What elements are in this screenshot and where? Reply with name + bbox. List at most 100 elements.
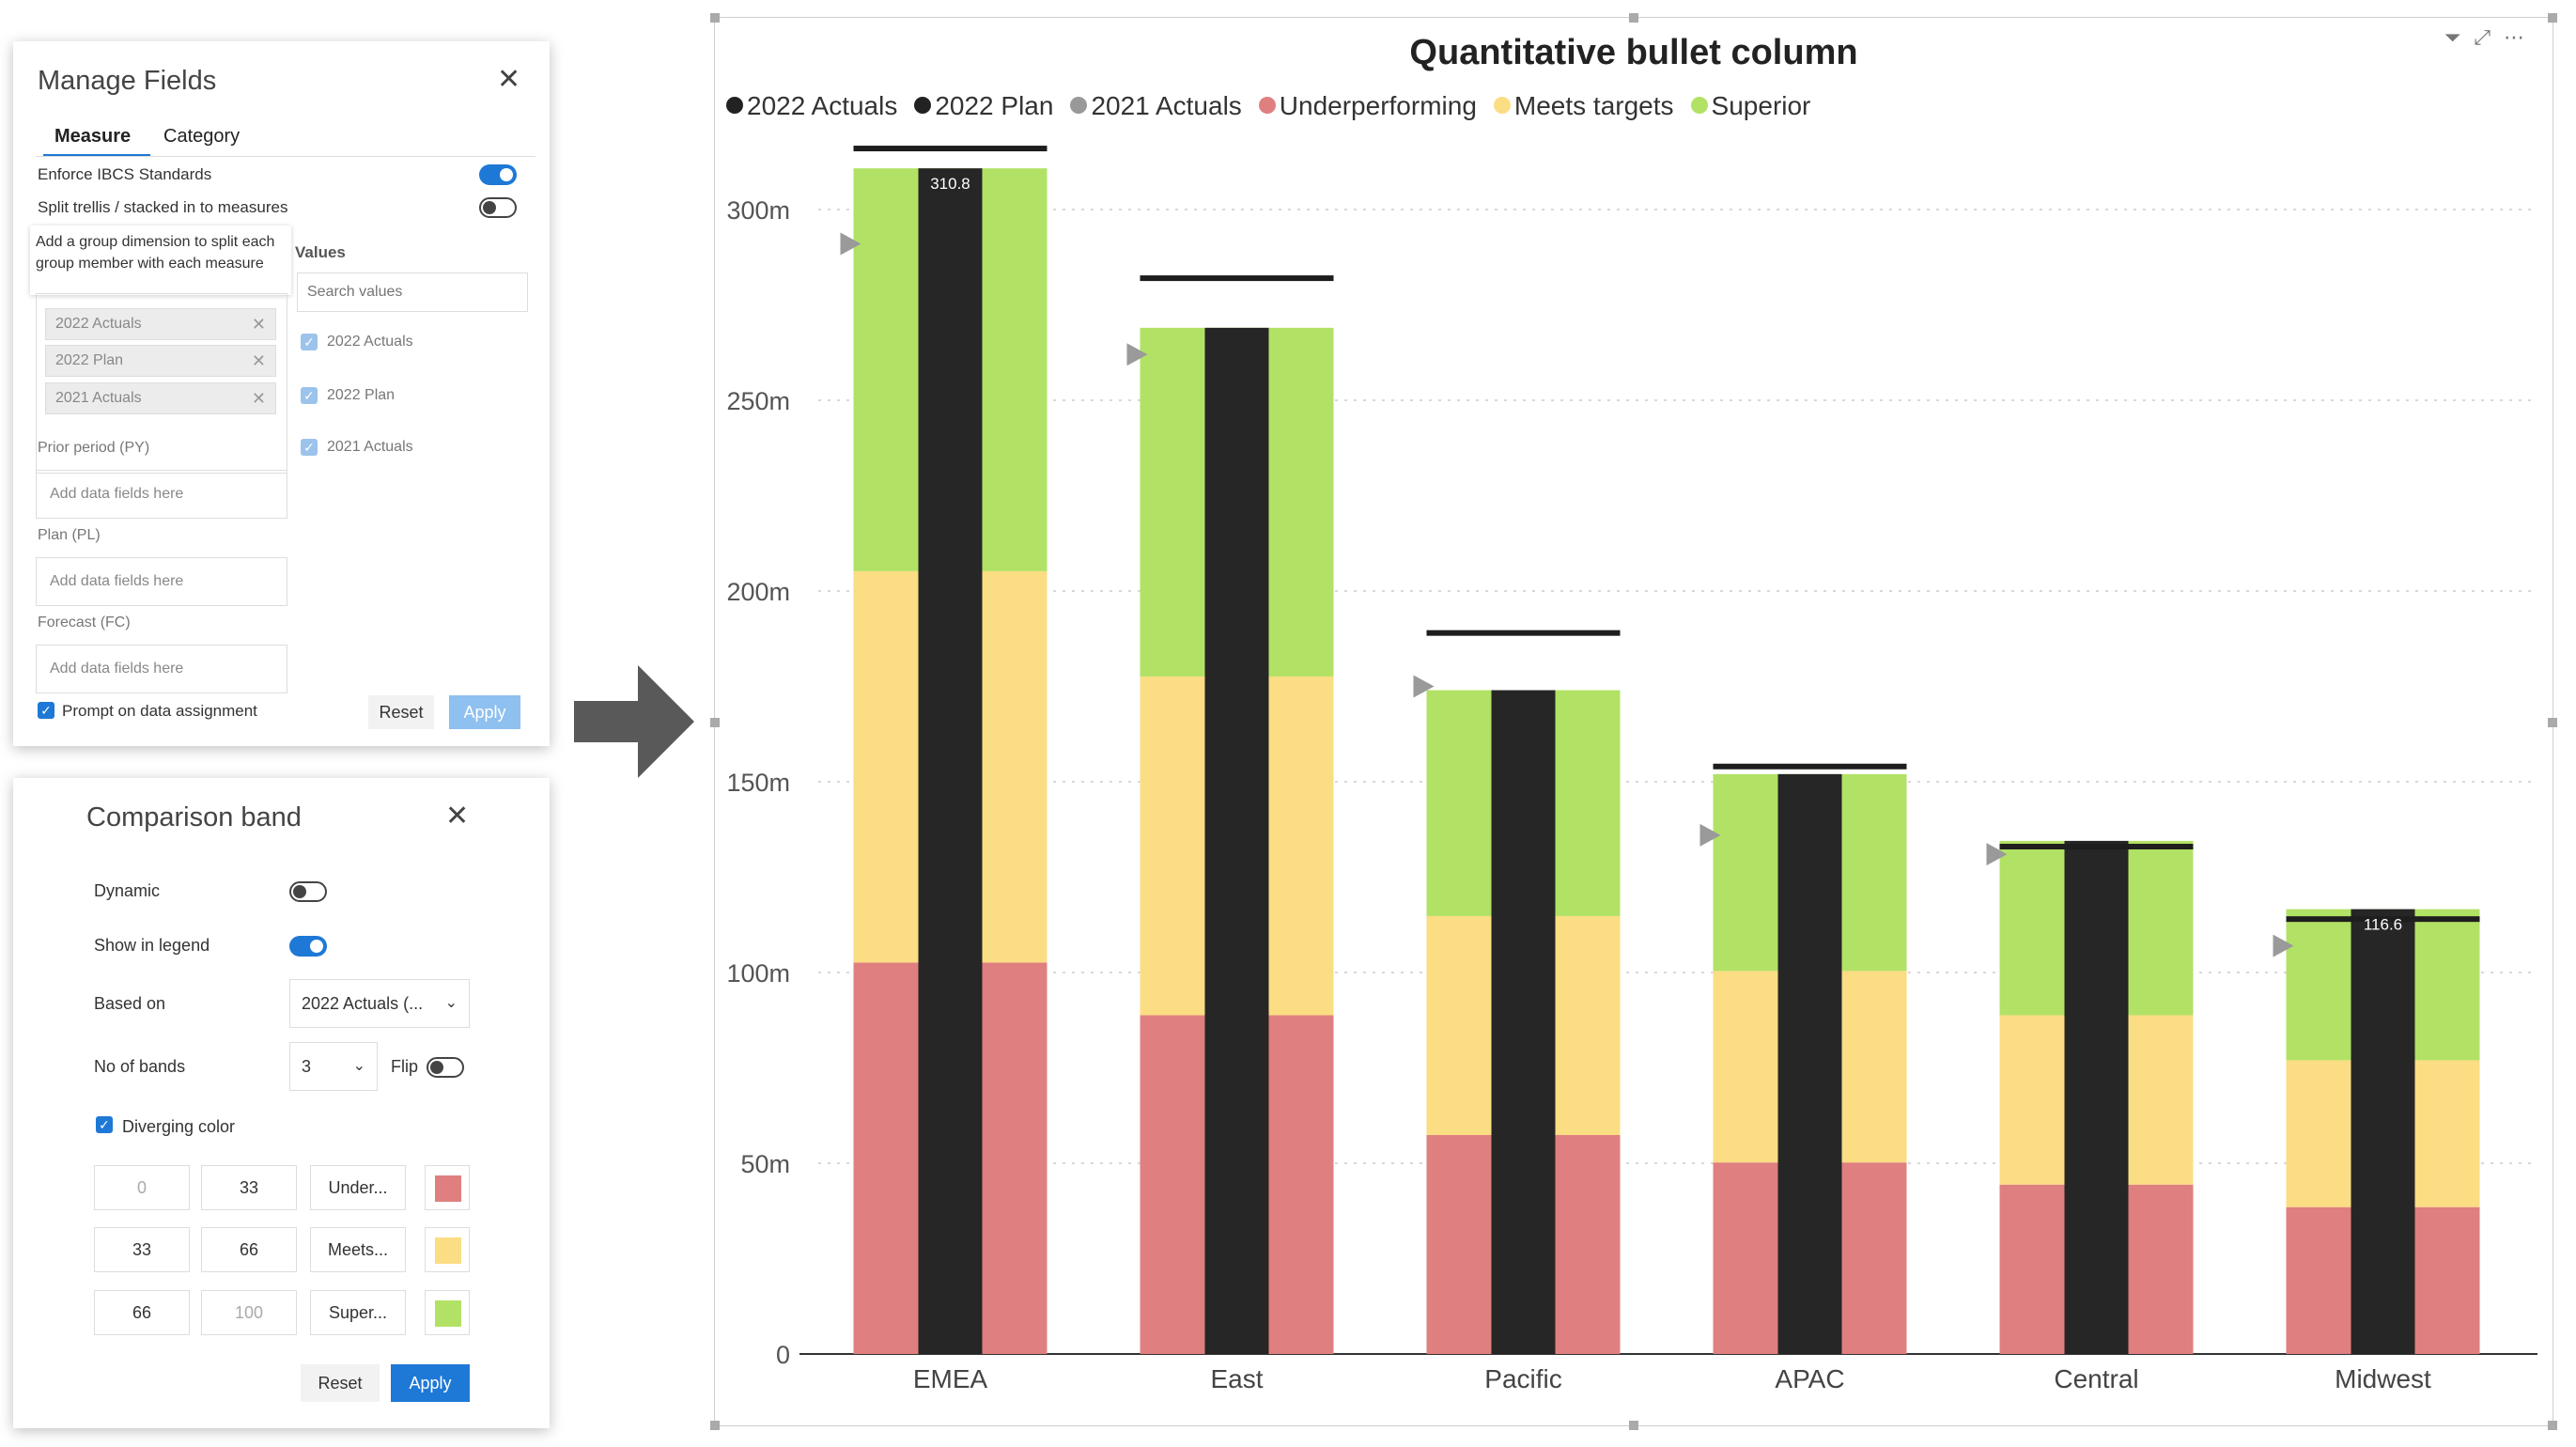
resize-handle[interactable] (2548, 1421, 2557, 1430)
based-on-select[interactable]: 2022 Actuals (... ⌄ (289, 979, 470, 1028)
bands-value: 3 (302, 1057, 312, 1076)
band-name-field[interactable]: Meets... (310, 1227, 406, 1272)
band-name-field[interactable]: Under... (310, 1165, 406, 1210)
resize-handle[interactable] (710, 718, 720, 727)
value-checkbox[interactable]: ✓ (301, 439, 318, 456)
y-tick-label: 0 (776, 1341, 790, 1369)
legend-marker (1070, 97, 1088, 114)
more-options-icon[interactable]: ⋯ (2504, 25, 2537, 49)
legend-label: 2022 Actuals (747, 91, 898, 120)
chart-title: Quantitative bullet column (1409, 33, 1858, 72)
plan-marker (1140, 275, 1334, 282)
x-tick-label: Midwest (2335, 1364, 2431, 1393)
dynamic-toggle[interactable] (289, 881, 327, 902)
reset-button[interactable]: Reset (368, 695, 434, 729)
apply-button[interactable]: Apply (449, 695, 520, 729)
band-color-swatch[interactable] (425, 1290, 470, 1335)
plan-marker (2286, 916, 2480, 923)
resize-handle[interactable] (1629, 1421, 1638, 1430)
tab-measure[interactable]: Measure (54, 126, 132, 147)
prompt-checkbox[interactable]: ✓ (38, 702, 54, 719)
prior-year-marker (840, 232, 861, 256)
legend-label: 2022 Plan (935, 91, 1054, 120)
chart-plot: 0 50m 100m 150m 200m 250m 300m 310.8 EMEA East Pac… (726, 146, 2537, 1393)
visual-header-icons: ⏷⤢⋯ (2444, 25, 2537, 50)
band-from-field[interactable]: 66 (94, 1290, 190, 1335)
color-fill (435, 1237, 461, 1264)
resize-handle[interactable] (1629, 13, 1638, 23)
legend-item[interactable]: Meets targets (1493, 91, 1674, 121)
reset-button[interactable]: Reset (301, 1364, 380, 1402)
panel-title: Comparison band (86, 802, 302, 832)
color-fill (435, 1175, 461, 1202)
bands-select[interactable]: 3 ⌄ (289, 1042, 378, 1091)
band-to-field[interactable]: 100 (201, 1290, 297, 1335)
focus-mode-icon[interactable]: ⤢ (2474, 25, 2504, 49)
split-trellis-toggle[interactable] (479, 197, 517, 218)
field-chip[interactable]: 2022 Plan ✕ (45, 345, 276, 377)
measure-well (36, 293, 287, 474)
plan-label: Plan (PL) (38, 527, 101, 543)
resize-handle[interactable] (2548, 13, 2557, 23)
band-color-swatch[interactable] (425, 1165, 470, 1210)
band-to-field[interactable]: 66 (201, 1227, 297, 1272)
search-values-input[interactable] (297, 272, 528, 312)
data-label: 116.6 (2364, 916, 2402, 934)
data-label: 310.8 (930, 175, 970, 193)
close-icon[interactable]: ✕ (497, 64, 521, 95)
enforce-ibcs-label: Enforce IBCS Standards (38, 165, 212, 183)
remove-icon[interactable]: ✕ (251, 351, 266, 370)
chart-visual[interactable]: ⏷⤢⋯ 0 50m 100m 150m 200m 250m 300m 310.8 EMEA Eas… (710, 13, 2557, 1430)
field-chip[interactable]: 2021 Actuals ✕ (45, 382, 276, 414)
band-from-field[interactable]: 33 (94, 1227, 190, 1272)
legend-label: Meets targets (1513, 91, 1674, 120)
resize-handle[interactable] (710, 1421, 720, 1430)
legend-label: Superior (1711, 91, 1811, 120)
legend-label: Underperforming (1279, 91, 1477, 120)
enforce-ibcs-toggle[interactable] (479, 164, 517, 185)
y-tick-label: 50m (740, 1150, 790, 1178)
resize-handle[interactable] (2548, 718, 2557, 727)
values-label: Values (295, 243, 346, 261)
prior-year-marker (1699, 823, 1721, 847)
forecast-dropzone[interactable]: Add data fields here (36, 645, 287, 693)
filter-icon[interactable]: ⏷ (2444, 25, 2475, 49)
remove-icon[interactable]: ✕ (251, 315, 266, 334)
chart-legend: 2022 Actuals 2022 Plan 2021 Actuals Underpe… (726, 91, 1827, 121)
remove-icon[interactable]: ✕ (251, 389, 266, 408)
value-checkbox[interactable]: ✓ (301, 387, 318, 404)
band-to-field[interactable]: 33 (201, 1165, 297, 1210)
legend-item[interactable]: Superior (1690, 91, 1811, 121)
legend-marker (1258, 97, 1276, 114)
close-icon[interactable]: ✕ (445, 801, 470, 832)
plan-dropzone[interactable]: Add data fields here (36, 557, 287, 606)
band-color-swatch[interactable] (425, 1227, 470, 1272)
prior-period-label: Prior period (PY) (38, 440, 150, 456)
prior-period-dropzone[interactable]: Add data fields here (36, 470, 287, 519)
band-from-field[interactable]: 0 (94, 1165, 190, 1210)
legend-item[interactable]: 2021 Actuals (1070, 91, 1242, 121)
diverging-checkbox[interactable]: ✓ (96, 1116, 113, 1133)
prior-year-marker (1413, 675, 1435, 698)
legend-item[interactable]: 2022 Actuals (726, 91, 897, 121)
legend-item[interactable]: 2022 Plan (914, 91, 1053, 121)
resize-handle[interactable] (710, 13, 720, 23)
actual-bar (1204, 327, 1269, 1354)
band-name-field[interactable]: Super... (310, 1290, 406, 1335)
y-tick-label: 200m (726, 578, 790, 606)
based-on-label: Based on (94, 994, 166, 1013)
legend-item[interactable]: Underperforming (1258, 91, 1477, 121)
field-chip[interactable]: 2022 Actuals ✕ (45, 308, 276, 340)
y-tick-label: 250m (726, 387, 790, 415)
x-tick-label: APAC (1775, 1364, 1844, 1393)
actual-bar (918, 168, 983, 1355)
x-tick-label: Pacific (1484, 1364, 1561, 1393)
value-checkbox[interactable]: ✓ (301, 334, 318, 350)
legend-marker (1690, 97, 1708, 114)
forecast-label: Forecast (FC) (38, 615, 131, 630)
tab-category[interactable]: Category (163, 126, 241, 147)
apply-button[interactable]: Apply (391, 1364, 470, 1402)
flip-toggle[interactable] (427, 1057, 464, 1078)
show-legend-label: Show in legend (94, 936, 210, 955)
show-legend-toggle[interactable] (289, 936, 327, 957)
